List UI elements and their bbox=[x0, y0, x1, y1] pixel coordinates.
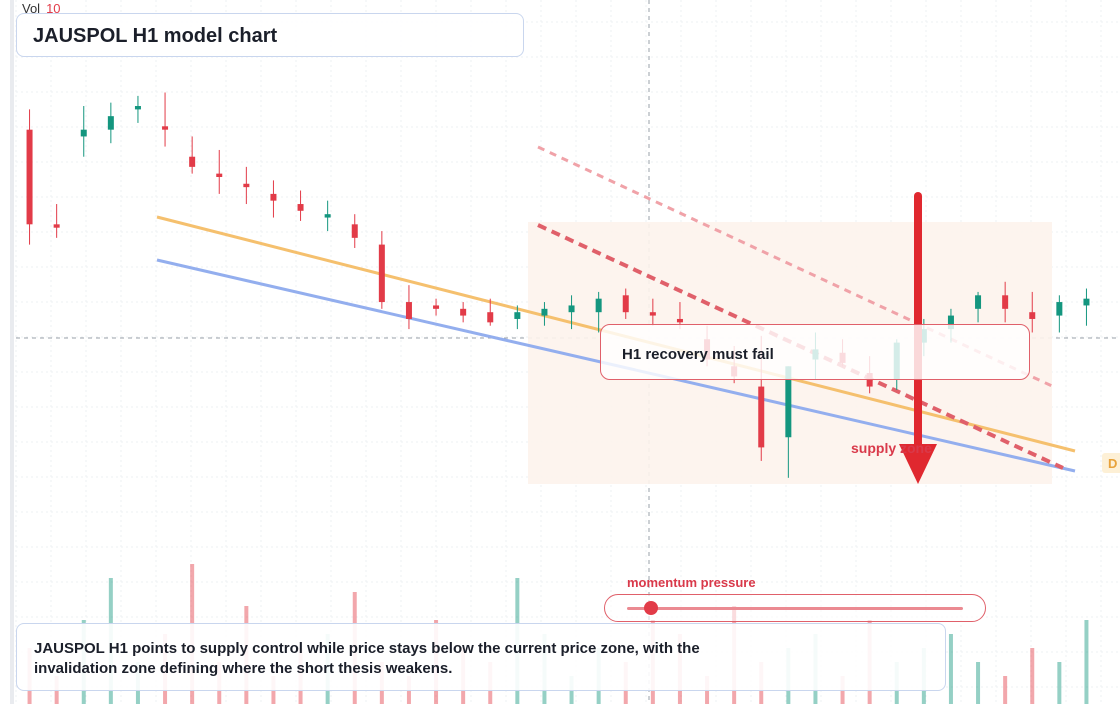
bearish-arrow-head bbox=[899, 444, 937, 484]
candle-body bbox=[758, 386, 765, 448]
chart-title: JAUSPOL H1 model chart bbox=[33, 25, 278, 47]
summary-text: JAUSPOL H1 points to supply control whil… bbox=[34, 640, 700, 677]
candle-body bbox=[947, 315, 954, 330]
candle-body bbox=[514, 312, 521, 319]
candle-body bbox=[351, 224, 358, 238]
candle-body bbox=[649, 312, 656, 316]
volume-bar bbox=[1084, 620, 1089, 704]
candle-body bbox=[676, 318, 683, 323]
candle-body bbox=[1002, 295, 1009, 309]
candle-body bbox=[189, 156, 196, 167]
volume-bar bbox=[1003, 676, 1008, 704]
candle-body bbox=[487, 312, 494, 323]
callout-text: H1 recovery must fail bbox=[622, 346, 774, 363]
momentum-meter[interactable] bbox=[604, 594, 986, 622]
candle-body bbox=[378, 244, 385, 303]
candle-body bbox=[460, 308, 467, 316]
candle-body bbox=[1029, 312, 1036, 319]
candle-body bbox=[785, 366, 792, 438]
candle-body bbox=[243, 183, 250, 188]
candle-body bbox=[1056, 302, 1063, 316]
candle-body bbox=[162, 126, 169, 130]
momentum-knob[interactable] bbox=[643, 601, 658, 615]
momentum-track bbox=[627, 607, 963, 610]
price-scale-rail[interactable] bbox=[10, 0, 14, 704]
candle-body bbox=[134, 106, 141, 110]
candle-body bbox=[975, 295, 982, 309]
candle-body bbox=[80, 129, 87, 137]
momentum-label: momentum pressure bbox=[627, 575, 756, 590]
supply-zone-label: supply zone bbox=[851, 440, 932, 456]
candle-body bbox=[107, 116, 114, 130]
candle-body bbox=[622, 295, 629, 313]
volume-label: Vol 10 bbox=[22, 1, 61, 16]
volume-label-text: Vol bbox=[22, 1, 41, 16]
price-tag-box bbox=[1102, 453, 1120, 473]
summary-panel: JAUSPOL H1 points to supply control whil… bbox=[16, 623, 946, 691]
chart-title-panel: JAUSPOL H1 model chart bbox=[16, 13, 524, 57]
candle-body bbox=[297, 204, 304, 211]
price-tag-label: D bbox=[1108, 456, 1117, 471]
candle-body bbox=[405, 302, 412, 319]
candle-body bbox=[53, 224, 60, 228]
volume-bar bbox=[976, 662, 981, 704]
volume-bar bbox=[1057, 662, 1062, 704]
candle-body bbox=[1083, 298, 1090, 306]
callout-box: H1 recovery must fail bbox=[600, 324, 1030, 380]
candle-body bbox=[541, 308, 548, 316]
candle-body bbox=[26, 129, 33, 225]
volume-bar bbox=[948, 634, 953, 704]
candle-body bbox=[568, 305, 575, 313]
candle-body bbox=[270, 193, 277, 201]
candle-body bbox=[433, 305, 440, 309]
candle-body bbox=[216, 173, 223, 177]
candle-body bbox=[595, 298, 602, 313]
volume-value: 10 bbox=[46, 1, 61, 16]
candle-body bbox=[324, 214, 331, 218]
volume-bar bbox=[1030, 648, 1035, 704]
